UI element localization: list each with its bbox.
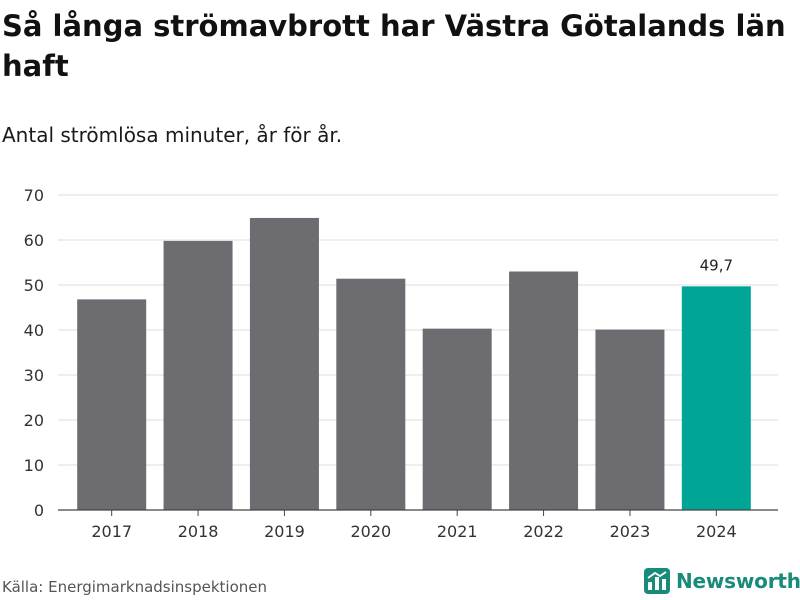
y-tick-label: 70: [24, 186, 44, 205]
bar-2017: [77, 299, 147, 510]
y-tick-label: 10: [24, 456, 44, 475]
y-tick-label: 60: [24, 231, 44, 250]
bar-2021: [422, 328, 492, 510]
x-tick-label: 2022: [523, 522, 564, 541]
bar-2022: [509, 271, 579, 510]
chart-subtitle: Antal strömlösa minuter, år för år.: [2, 123, 343, 147]
x-tick-label: 2021: [437, 522, 478, 541]
x-tick-label: 2023: [610, 522, 651, 541]
bar-chart: 0 10 20 30 40 50 60 70 2017 2018 2019 2020 2021 2022 2…: [24, 186, 778, 541]
y-tick-label: 50: [24, 276, 44, 295]
bar-2023: [595, 329, 665, 510]
source-note: Källa: Energimarknadsinspektionen: [2, 578, 268, 596]
bar-2019: [249, 217, 319, 510]
bar-2020: [336, 278, 406, 510]
chart-logo-icon: [644, 568, 670, 594]
x-tick-label: 2019: [264, 522, 305, 541]
x-tick-label: 2020: [350, 522, 391, 541]
bar-2018: [163, 240, 233, 510]
newsworthy-logo: Newsworthy: [644, 568, 800, 594]
data-label: 49,7: [700, 256, 733, 274]
brand-name: Newsworthy: [676, 569, 800, 593]
bar-2024: [681, 286, 751, 510]
y-tick-label: 40: [24, 321, 44, 340]
x-tick-label: 2018: [178, 522, 219, 541]
chart-title: Så långa strömavbrott har Västra Götalan…: [2, 9, 786, 83]
y-tick-label: 30: [24, 366, 44, 385]
y-tick-label: 20: [24, 411, 44, 430]
x-tick-label: 2017: [91, 522, 132, 541]
y-tick-label: 0: [34, 501, 44, 520]
x-tick-label: 2024: [696, 522, 737, 541]
